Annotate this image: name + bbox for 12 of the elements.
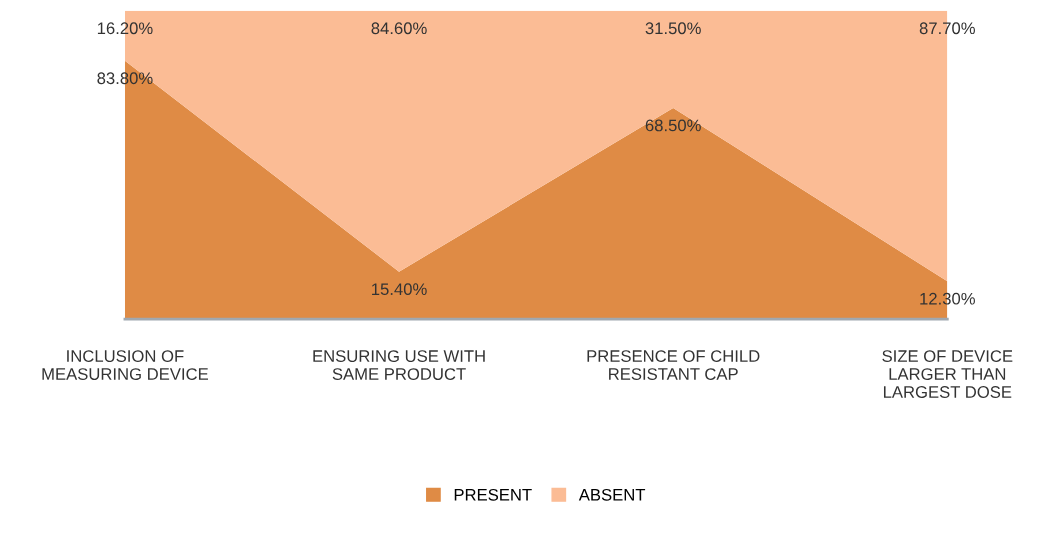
x-tick-label: PRESENCE OF CHILD RESISTANT CAP [587,350,760,380]
data-label: 68.50% [645,119,701,132]
legend-label: ABSENT [578,488,646,501]
legend-label: PRESENT [454,488,532,501]
x-tick-label: SIZE OF DEVICE LARGER THAN LARGEST DOSE [882,350,1013,398]
data-label: 15.40% [372,283,427,296]
data-label: 87.70% [919,22,975,35]
x-tick-label: INCLUSION OF MEASURING DEVICE [42,350,209,380]
x-tick-label: ENSURING USE WITH SAME PRODUCT [313,350,485,380]
data-label: 84.60% [371,22,427,35]
data-label: 16.20% [97,22,153,35]
data-label: 31.50% [645,22,701,35]
